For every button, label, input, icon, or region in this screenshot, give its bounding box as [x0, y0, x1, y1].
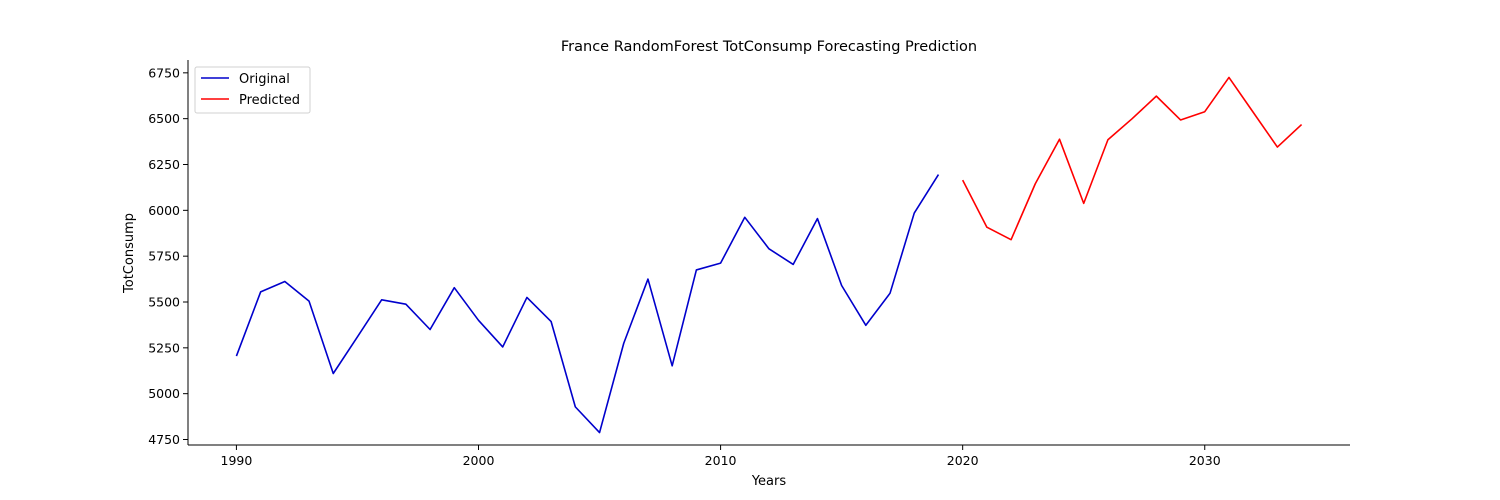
y-tick-label: 5000 — [148, 386, 180, 401]
y-tick-label: 5250 — [148, 340, 180, 355]
y-tick-label: 6250 — [148, 157, 180, 172]
y-tick-label: 6750 — [148, 65, 180, 80]
x-tick-label: 2030 — [1189, 453, 1221, 468]
legend-label-original: Original — [239, 72, 290, 87]
x-tick-label: 2020 — [947, 453, 979, 468]
chart-title: France RandomForest TotConsump Forecasti… — [561, 39, 977, 55]
x-tick-label: 2010 — [705, 453, 737, 468]
y-axis-label: TotConsump — [122, 213, 137, 294]
y-axis-ticks: 4750 5000 5250 5500 5750 6000 6250 6500 6750 — [148, 65, 188, 447]
y-tick-label: 4750 — [148, 432, 180, 447]
axes — [187, 60, 1350, 446]
y-tick-label: 5750 — [148, 249, 180, 264]
x-tick-label: 1990 — [221, 453, 253, 468]
legend-label-predicted: Predicted — [239, 93, 300, 108]
y-tick-label: 6500 — [148, 111, 180, 126]
y-tick-label: 5500 — [148, 295, 180, 310]
series-line-predicted — [961, 76, 1303, 241]
legend: Original Predicted — [194, 66, 311, 114]
x-axis-ticks: 1990 2000 2010 2020 2030 — [221, 445, 1221, 468]
x-axis-label: Years — [751, 474, 787, 489]
series-layer — [235, 76, 1303, 434]
series-line-original — [235, 174, 940, 434]
y-tick-label: 6000 — [148, 203, 180, 218]
x-tick-label: 2000 — [463, 453, 495, 468]
